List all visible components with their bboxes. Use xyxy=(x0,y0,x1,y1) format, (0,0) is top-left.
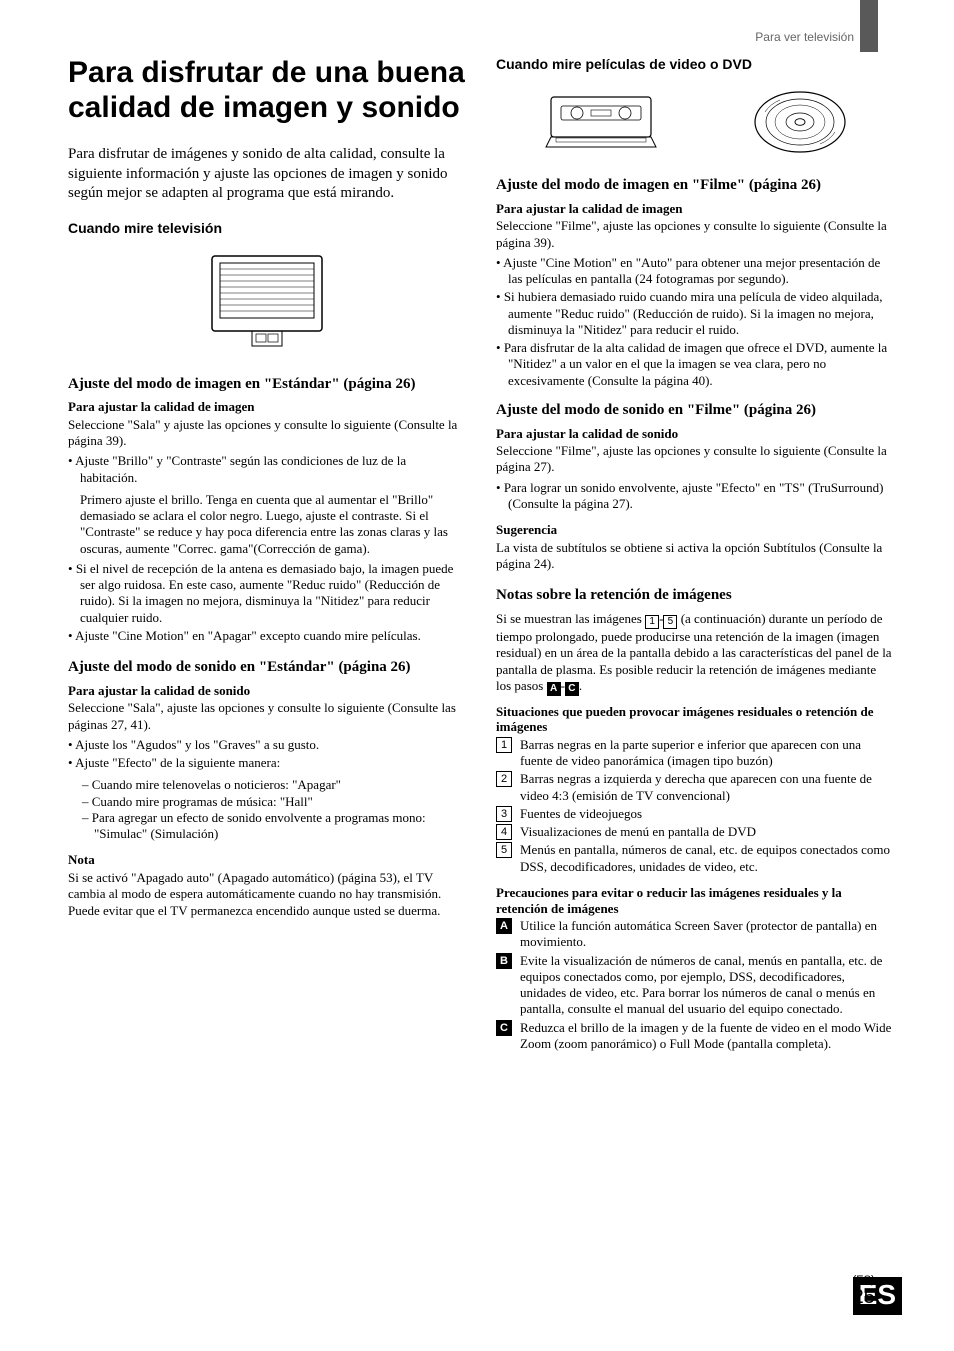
list-item: Para lograr un sonido envolvente, ajuste… xyxy=(496,480,894,513)
img-quality-list-2: Si el nivel de recepción de la antena es… xyxy=(68,561,466,644)
list-item: Ajuste "Cine Motion" en "Apagar" excepto… xyxy=(68,628,466,644)
left-column: Para disfrutar de una buena calidad de i… xyxy=(68,56,466,1054)
snd-quality-list-dvd: Para lograr un sonido envolvente, ajuste… xyxy=(496,480,894,513)
heading-tv: Cuando mire televisión xyxy=(68,220,466,236)
snd-quality-intro: Seleccione "Sala", ajuste las opciones y… xyxy=(68,700,466,733)
note-body: Si se activó "Apagado auto" (Apagado aut… xyxy=(68,870,466,919)
img-b1-sub: Primero ajuste el brillo. Tenga en cuent… xyxy=(68,492,466,557)
img-quality-intro-dvd: Seleccione "Filme", ajuste las opciones … xyxy=(496,218,894,251)
suggestion-heading: Sugerencia xyxy=(496,522,894,538)
img-quality-intro: Seleccione "Sala" y ajuste las opciones … xyxy=(68,417,466,450)
list-item: Cuando mire programas de música: "Hall" xyxy=(82,794,466,810)
header-tab-marker xyxy=(860,0,878,52)
retention-heading: Notas sobre la retención de imágenes xyxy=(496,586,894,605)
situations-heading: Situaciones que pueden provocar imágenes… xyxy=(496,704,894,735)
heading-img-quality-dvd: Para ajustar la calidad de imagen xyxy=(496,201,894,217)
list-item: AUtilice la función automática Screen Sa… xyxy=(496,918,894,951)
intro-paragraph: Para disfrutar de imágenes y sonido de a… xyxy=(68,145,466,204)
page-footer: ES (ES) 25 xyxy=(853,1277,902,1315)
page-number: (ES) 25 xyxy=(853,1274,896,1309)
note-heading: Nota xyxy=(68,852,466,868)
heading-snd-mode-dvd: Ajuste del modo de sonido en "Filme" (pá… xyxy=(496,401,894,420)
heading-img-mode-dvd: Ajuste del modo de imagen en "Filme" (pá… xyxy=(496,176,894,195)
heading-img-mode: Ajuste del modo de imagen en "Estándar" … xyxy=(68,375,466,394)
page-content: Para ver televisión Para disfrutar de un… xyxy=(0,0,954,1084)
list-item: Si el nivel de recepción de la antena es… xyxy=(68,561,466,626)
two-column-layout: Para disfrutar de una buena calidad de i… xyxy=(68,56,894,1054)
snd-quality-list: Ajuste los "Agudos" y los "Graves" a su … xyxy=(68,737,466,772)
vcr-icon xyxy=(531,82,671,162)
heading-img-quality: Para ajustar la calidad de imagen xyxy=(68,399,466,415)
list-item: 4Visualizaciones de menú en pantalla de … xyxy=(496,824,894,840)
list-item: 1Barras negras en la parte superior e in… xyxy=(496,737,894,770)
list-item: 3Fuentes de videojuegos xyxy=(496,806,894,822)
heading-dvd: Cuando mire películas de video o DVD xyxy=(496,56,894,72)
list-item: Ajuste "Efecto" de la siguiente manera: xyxy=(68,755,466,771)
img-quality-list-dvd: Ajuste "Cine Motion" en "Auto" para obte… xyxy=(496,255,894,389)
snd-quality-intro-dvd: Seleccione "Filme", ajuste las opciones … xyxy=(496,443,894,476)
heading-snd-quality: Para ajustar la calidad de sonido xyxy=(68,683,466,699)
list-item: Cuando mire telenovelas o noticieros: "A… xyxy=(82,777,466,793)
list-item: 2Barras negras a izquierda y derecha que… xyxy=(496,771,894,804)
heading-snd-mode: Ajuste del modo de sonido en "Estándar" … xyxy=(68,658,466,677)
numbered-situations: 1Barras negras en la parte superior e in… xyxy=(496,737,894,875)
media-illustration-row xyxy=(496,82,894,162)
lettered-precautions: AUtilice la función automática Screen Sa… xyxy=(496,918,894,1052)
section-header: Para ver televisión xyxy=(68,30,854,44)
suggestion-body: La vista de subtítulos se obtiene si act… xyxy=(496,540,894,573)
retention-body: Si se muestran las imágenes 1-5 (a conti… xyxy=(496,611,894,696)
img-quality-list: Ajuste "Brillo" y "Contraste" según las … xyxy=(68,453,466,486)
list-item: 5Menús en pantalla, números de canal, et… xyxy=(496,842,894,875)
list-item: BEvite la visualización de números de ca… xyxy=(496,953,894,1018)
list-item: Si hubiera demasiado ruido cuando mira u… xyxy=(496,289,894,338)
list-item: Ajuste "Cine Motion" en "Auto" para obte… xyxy=(496,255,894,288)
disc-icon xyxy=(740,82,860,162)
list-item: Ajuste los "Agudos" y los "Graves" a su … xyxy=(68,737,466,753)
list-item: Para agregar un efecto de sonido envolve… xyxy=(82,810,466,843)
heading-snd-quality-dvd: Para ajustar la calidad de sonido xyxy=(496,426,894,442)
list-item: Ajuste "Brillo" y "Contraste" según las … xyxy=(68,453,466,486)
list-item: CReduzca el brillo de la imagen y de la … xyxy=(496,1020,894,1053)
right-column: Cuando mire películas de video o DVD xyxy=(496,56,894,1054)
page-title: Para disfrutar de una buena calidad de i… xyxy=(68,56,466,125)
precautions-heading: Precauciones para evitar o reducir las i… xyxy=(496,885,894,916)
snd-effect-list: Cuando mire telenovelas o noticieros: "A… xyxy=(68,777,466,842)
list-item: Para disfrutar de la alta calidad de ima… xyxy=(496,340,894,389)
tv-illustration xyxy=(68,246,466,361)
